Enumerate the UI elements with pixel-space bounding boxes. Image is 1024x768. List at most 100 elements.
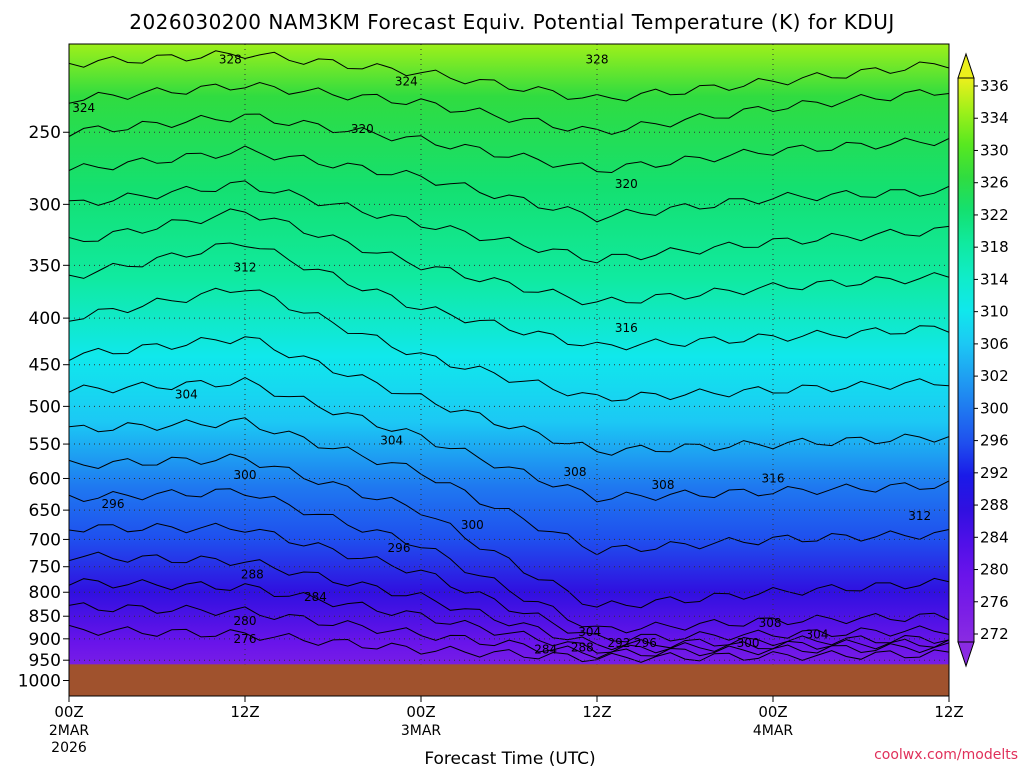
contour-label: 324	[395, 75, 418, 89]
contour-label: 304	[578, 625, 601, 639]
colorbar-label: 336	[980, 77, 1009, 95]
y-tick-label: 750	[29, 558, 61, 578]
contour-label: 328	[219, 53, 242, 67]
colorbar-label: 272	[980, 625, 1009, 643]
colorbar-label: 302	[980, 367, 1009, 385]
contour-label: 316	[615, 321, 638, 335]
x-tick-date: 3MAR	[401, 723, 442, 739]
colorbar-label: 296	[980, 432, 1009, 450]
y-tick-label: 800	[29, 583, 61, 603]
ground-below-surface	[69, 664, 949, 696]
contour-lines	[69, 50, 949, 663]
x-tick-label: 12Z	[934, 703, 963, 721]
contour-label: 308	[652, 478, 675, 492]
x-tick-label: 00Z	[54, 703, 83, 721]
contour-label: 276	[234, 632, 257, 646]
colorbar-label: 292	[980, 464, 1009, 482]
colorbar-bottom-arrow	[957, 641, 975, 668]
colorbar-label: 322	[980, 206, 1009, 224]
y-tick-label: 900	[29, 630, 61, 650]
colorbar-label: 276	[980, 593, 1009, 611]
y-tick-label: 350	[29, 256, 61, 276]
y-tick-label: 250	[29, 123, 61, 143]
y-tick-label: 300	[29, 195, 61, 215]
colorbar-label: 284	[980, 528, 1009, 546]
y-tick-label: 600	[29, 469, 61, 489]
contour-line	[69, 81, 949, 135]
x-tick-year: 2026	[51, 740, 87, 756]
x-axis-label: Forecast Time (UTC)	[424, 749, 595, 768]
colorbar-label: 280	[980, 561, 1009, 579]
contour-line	[69, 145, 949, 223]
contour-line	[69, 336, 949, 456]
contour-label: 320	[351, 122, 374, 136]
contour-label: 328	[586, 53, 609, 67]
contour-label: 304	[380, 433, 403, 447]
contour-line	[69, 242, 949, 351]
x-tick-label: 00Z	[406, 703, 435, 721]
colorbar-bar	[957, 77, 975, 643]
contour-label: 304	[175, 387, 198, 401]
colorbar: 272 276 280 284 288 292 296 300 302 306 310 314 318 3…	[957, 52, 1009, 668]
contour-line	[69, 377, 949, 503]
contour-line	[69, 602, 949, 660]
x-tick-label: 00Z	[758, 703, 787, 721]
chart-title: 2026030200 NAM3KM Forecast Equiv. Potent…	[129, 10, 895, 34]
colorbar-label: 318	[980, 238, 1009, 256]
contour-label: 312	[908, 509, 931, 523]
contour-line	[69, 624, 949, 663]
contour-line	[69, 180, 949, 264]
y-tick-label: 700	[29, 530, 61, 550]
plot-frame	[68, 43, 950, 697]
contour-label: 296	[634, 636, 657, 650]
contour-label: 300	[737, 636, 760, 650]
contour-label: 288	[241, 568, 264, 582]
contour-line	[69, 50, 949, 102]
theta-e-field	[69, 44, 949, 696]
colorbar-label: 314	[980, 270, 1009, 288]
contour-line	[69, 578, 949, 654]
x-tick-label: 12Z	[582, 703, 611, 721]
y-axis: 250 300 350 400 450 500 550 600 650 700 750 800 850 9…	[18, 123, 69, 691]
colorbar-label: 310	[980, 303, 1009, 321]
contour-label: 308	[759, 616, 782, 630]
contour-label: 312	[234, 261, 257, 275]
y-tick-label: 950	[29, 651, 61, 671]
colorbar-label: 306	[980, 335, 1009, 353]
contour-line	[69, 208, 949, 306]
contour-label: 316	[762, 471, 785, 485]
contour-label: 300	[234, 468, 257, 482]
contour-label: 284	[304, 590, 327, 604]
contour-label: 296	[102, 497, 125, 511]
contour-labels: 328 328 324 324 320 320 312 316 304 304 300 296 308 3…	[72, 53, 931, 657]
contour-label: 284	[534, 643, 557, 657]
colorbar-label: 334	[980, 109, 1009, 127]
contour-label: 300	[461, 518, 484, 532]
plot-area: 328 328 324 324 320 320 312 316 304 304 300 296 308 3…	[69, 44, 949, 696]
contour-label: 324	[72, 101, 95, 115]
y-tick-label: 450	[29, 356, 61, 376]
contour-label: 296	[388, 541, 411, 555]
contour-label: 308	[564, 465, 587, 479]
contour-label: 292	[608, 636, 631, 650]
contour-line	[69, 287, 949, 402]
y-tick-label: 500	[29, 397, 61, 417]
y-tick-label: 550	[29, 435, 61, 455]
y-tick-label: 1000	[18, 671, 61, 691]
colorbar-label: 288	[980, 496, 1009, 514]
contour-line	[69, 522, 949, 643]
x-tick-date: 2MAR	[49, 723, 90, 739]
contour-label: 304	[806, 627, 829, 641]
contour-label: 320	[615, 177, 638, 191]
colorbar-label: 330	[980, 141, 1009, 159]
source-credit: coolwx.com/modelts	[874, 747, 1018, 763]
x-tick-date: 4MAR	[753, 723, 794, 739]
contour-line	[69, 453, 949, 609]
contour-line	[69, 488, 949, 634]
y-tick-label: 850	[29, 607, 61, 627]
colorbar-label: 326	[980, 174, 1009, 192]
x-tick-label: 12Z	[230, 703, 259, 721]
contour-label: 288	[571, 641, 594, 655]
